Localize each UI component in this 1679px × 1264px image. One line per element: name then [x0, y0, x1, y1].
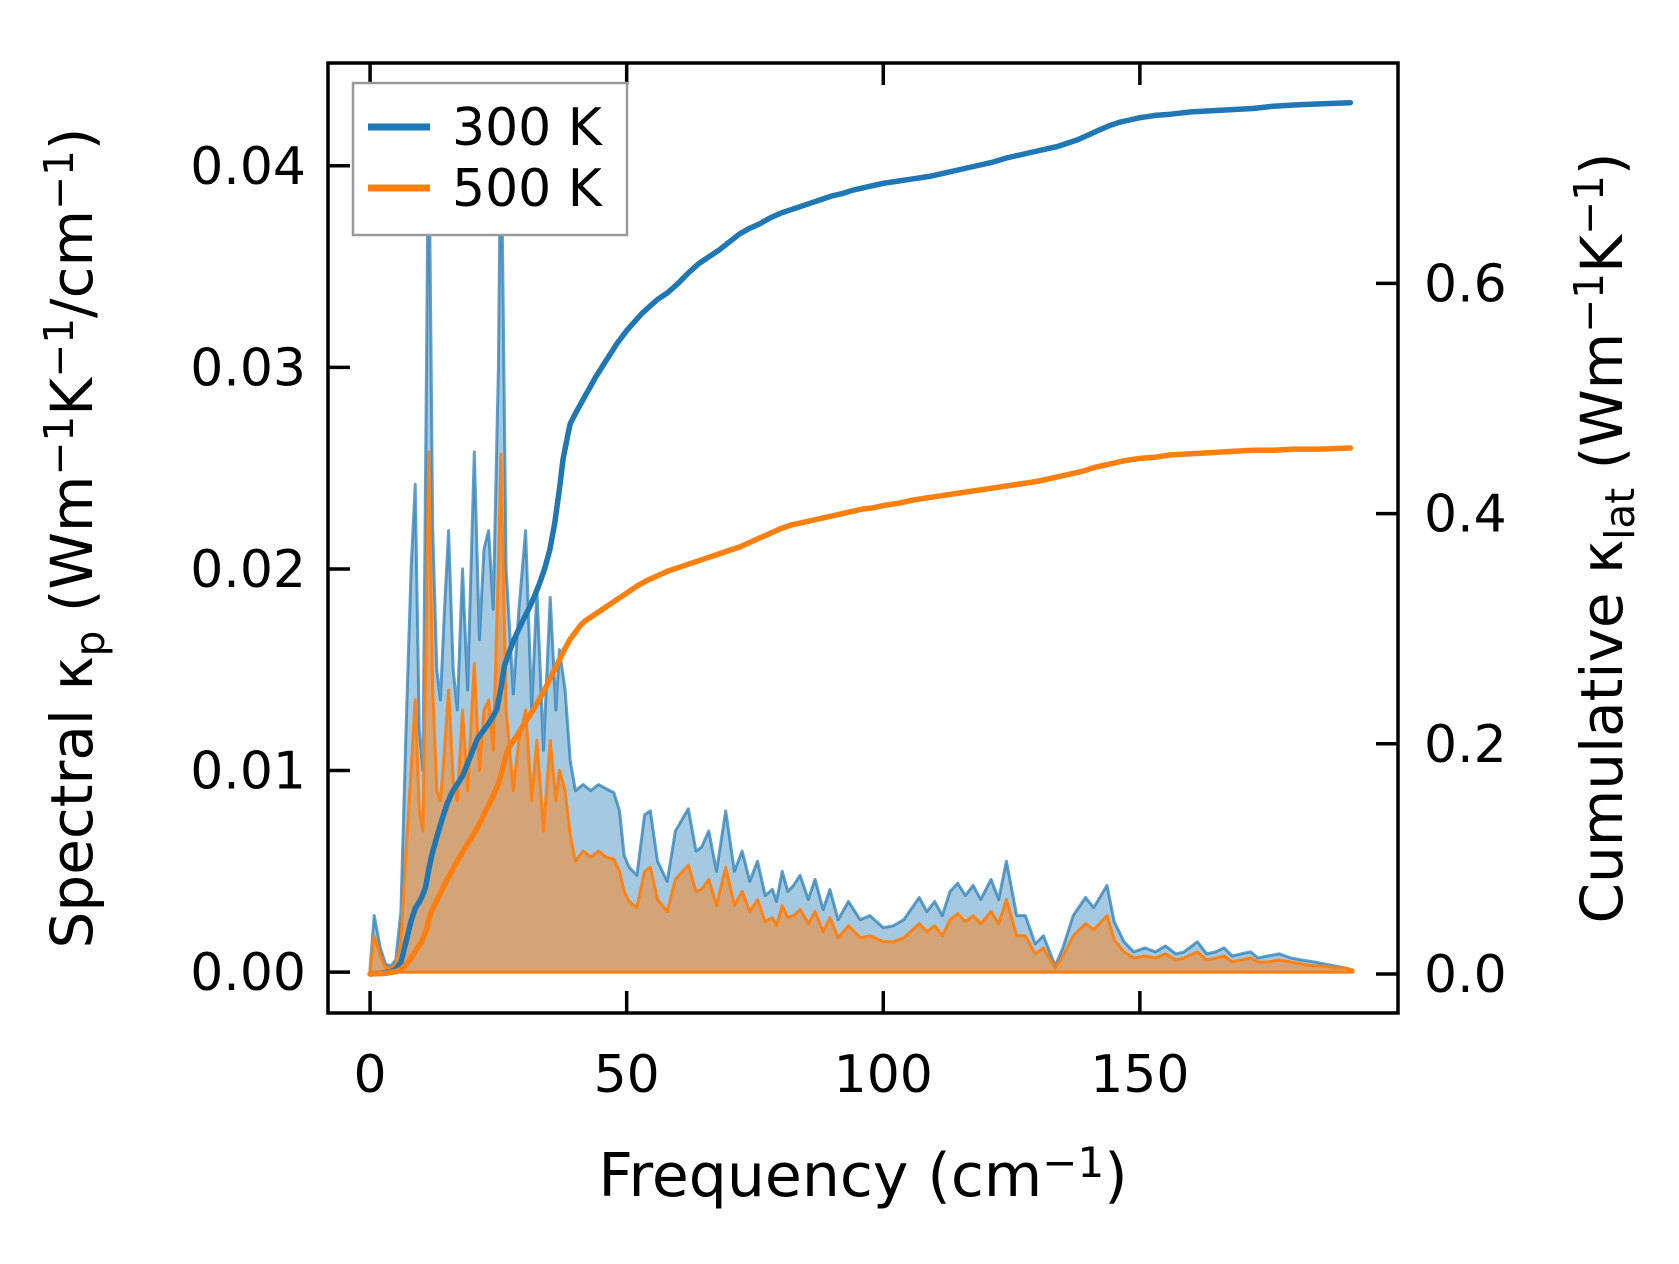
legend-label: 500 K [452, 159, 604, 219]
x-tick-label: 0 [354, 1045, 387, 1105]
legend-entry-500-k: 500 K [368, 159, 604, 219]
y-right-tick-label: 0.0 [1424, 945, 1507, 1005]
y-left-tick-label: 0.01 [190, 742, 306, 802]
legend-label: 300 K [452, 98, 604, 158]
x-tick-label: 50 [594, 1045, 660, 1105]
y-left-tick-label: 0.00 [190, 943, 306, 1003]
legend-entry-300-k: 300 K [368, 98, 604, 158]
spectral-areas [368, 97, 1355, 974]
y-axis-label-right: Cumulative κlat (Wm−1K−1) [1565, 153, 1644, 924]
axes-spines [326, 61, 1400, 1015]
y-left-tick-label: 0.02 [190, 540, 306, 600]
x-tick-label: 100 [834, 1045, 933, 1105]
cumulative-lines [367, 99, 1354, 977]
y-right-tick-label: 0.4 [1424, 485, 1507, 545]
cumulative-300k-line [367, 99, 1354, 977]
y-left-tick-label: 0.04 [190, 137, 306, 197]
legend-box [351, 81, 629, 237]
x-tick-label: 150 [1090, 1045, 1189, 1105]
y-right-tick-label: 0.6 [1424, 254, 1507, 314]
spectral-500k-area [368, 450, 1355, 974]
y-axis-label-left: Spectral κp (Wm−1K−1/cm−1) [35, 128, 114, 949]
cumulative-500k-line [367, 445, 1354, 977]
y-right-tick-label: 0.2 [1424, 715, 1507, 775]
y-left-tick-label: 0.03 [190, 338, 306, 398]
ticks: 0 50 100 150 0.00 0.01 0.02 0.03 0.04 0.0 0.2 0.4 0.… [190, 63, 1507, 1105]
x-axis-label: Frequency (cm−1) [598, 1138, 1127, 1211]
